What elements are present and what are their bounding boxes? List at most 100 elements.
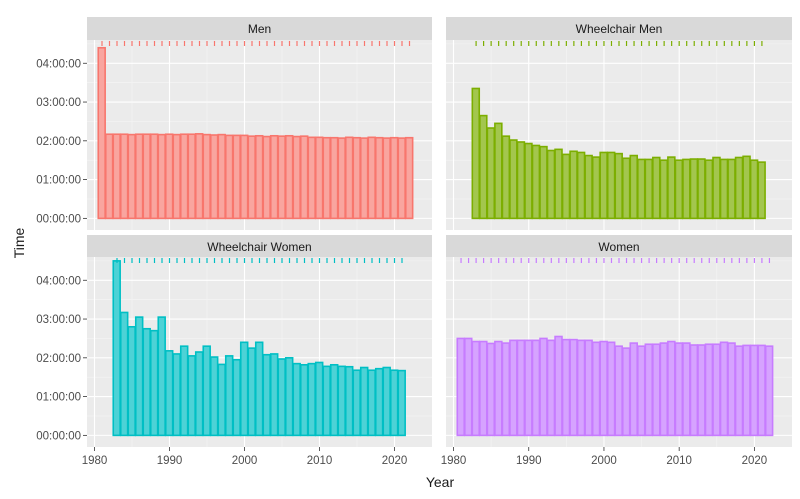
bar [119,133,129,220]
bar [501,342,511,437]
bar [217,133,226,220]
bar [479,114,488,220]
bar [486,342,496,437]
bar [382,137,391,220]
bar [764,345,774,437]
bar [299,363,309,437]
bar [471,87,481,220]
bar [554,335,563,437]
bar [524,339,533,437]
bar [172,353,181,437]
bar [209,134,219,220]
bar [194,351,204,437]
bar [157,133,166,220]
bar [591,341,601,437]
bar [187,355,196,437]
bar [742,155,751,220]
y-tick-label: 03:00:00 [36,314,81,326]
bar [576,339,586,437]
bar [179,133,189,220]
bar [112,260,121,437]
bar [606,341,616,437]
bar [614,152,623,220]
facet-strip-label: Wheelchair Women [207,240,311,254]
facet-strip-label: Men [248,22,271,36]
bar [667,340,676,437]
bar [689,158,699,220]
x-tick-label: 2010 [307,455,333,467]
bar [127,133,136,220]
bar [112,133,121,220]
bar [322,365,331,437]
bar [734,345,744,437]
bar [262,135,271,220]
x-tick-label: 2010 [666,455,692,467]
bar [307,136,316,220]
bar [359,137,369,220]
facet-strip-label: Wheelchair Men [576,22,663,36]
y-tick-label: 02:00:00 [36,353,81,365]
bar [749,344,759,437]
bar [637,345,646,437]
bar [697,344,706,437]
bar [644,343,654,437]
bar [561,153,571,220]
bar [202,133,211,220]
facet-panel-men: Men 00:00:00 01:00:00 02:00:00 03:00:00 04:00… [36,17,432,230]
bar [644,158,654,220]
y-tick-label: 04:00:00 [36,275,81,287]
bar [247,347,256,437]
bar [142,327,151,437]
bar [704,159,714,220]
bar [614,345,623,437]
y-tick-label: 00:00:00 [36,430,81,442]
facet-panel-women: Women 1980 1990 2000 2010 2020 [441,235,792,467]
bar [659,159,669,220]
bar [719,158,729,220]
bar [367,369,376,437]
bar [599,340,608,437]
bar [209,356,219,437]
bar [531,339,541,437]
bar [674,342,684,437]
bar [516,141,526,220]
bar [546,339,556,437]
x-tick-label: 1990 [157,455,183,467]
x-axis-title: Year [426,474,455,490]
bar [524,142,533,220]
bar [262,353,271,437]
bar [539,337,548,437]
bar [576,151,586,220]
bar [494,340,503,437]
bar [329,363,339,437]
bar [689,344,699,437]
bar [682,342,691,437]
bar [704,343,714,437]
bar [284,357,294,437]
bar [172,133,181,220]
facet-panel-wheelchair-men: Wheelchair Men [446,17,792,230]
bar [307,362,316,437]
y-tick-label: 01:00:00 [36,175,81,187]
x-tick-label: 1980 [82,455,108,467]
x-tick-label: 1990 [516,455,542,467]
bar [486,127,496,220]
bar [224,355,234,437]
y-tick-label: 04:00:00 [36,58,81,70]
bar [337,137,346,220]
bar [637,158,646,220]
bar [359,366,369,437]
bar [749,159,759,220]
bar [164,133,174,220]
bar [509,339,518,437]
bar [134,316,144,437]
bar [269,134,279,220]
bar [584,339,593,437]
bar [569,338,578,437]
bar [344,136,354,220]
bar [157,316,166,437]
bar [546,149,556,220]
bar [232,134,241,220]
bar [164,350,174,437]
